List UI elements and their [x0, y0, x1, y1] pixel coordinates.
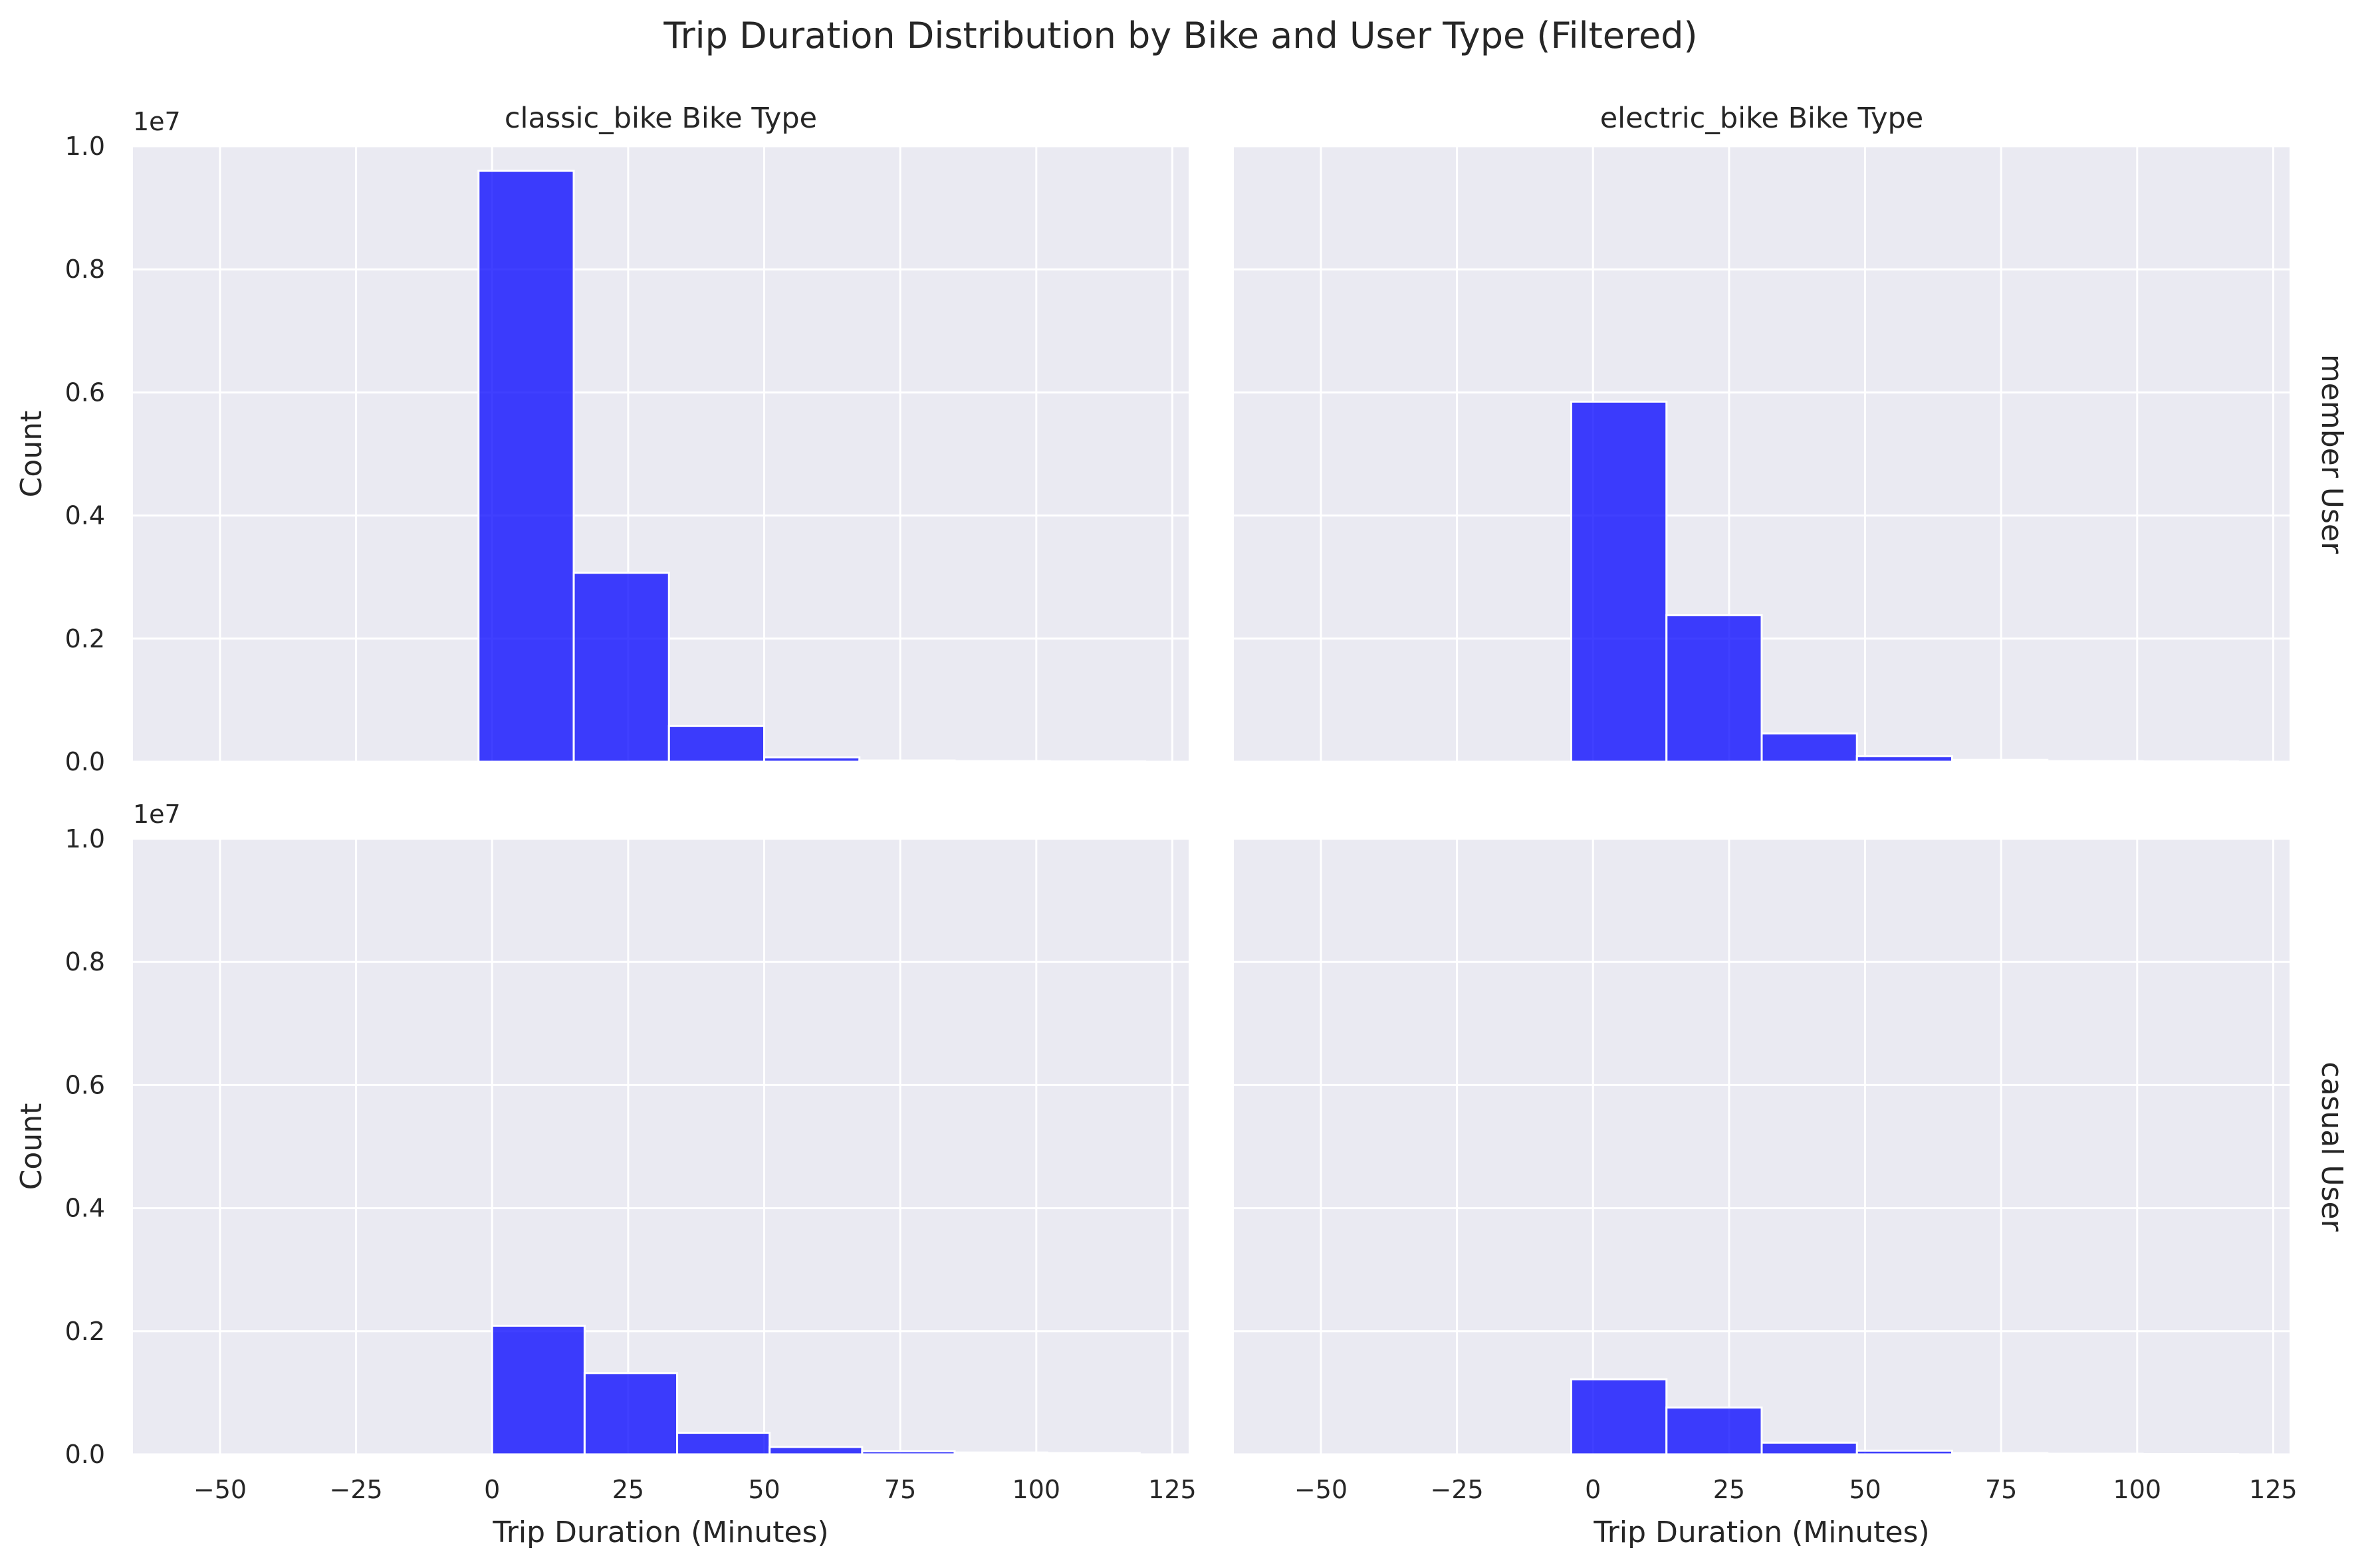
facet-panels: 0.0 0.2 0.4 0.6 0.8 1.0 1e7 Count classic_bike B…: [15, 102, 2349, 1549]
histogram-bar: [667, 725, 766, 763]
histogram-bar: [861, 1450, 956, 1456]
x-axis-label: Trip Duration (Minutes): [492, 1515, 828, 1549]
y-tick-label: 0.2: [65, 624, 105, 653]
histogram-bar: [1665, 1406, 1763, 1456]
x-tick-label: 25: [612, 1475, 644, 1504]
x-tick-label: 100: [2113, 1475, 2162, 1504]
y-axis-label: Count: [15, 411, 49, 498]
histogram-bar: [1950, 758, 2049, 763]
x-tick-label: 125: [1148, 1475, 1197, 1504]
plot-background: [133, 839, 1189, 1454]
x-tick-label: 25: [1713, 1475, 1745, 1504]
histogram-bar: [1570, 400, 1668, 763]
histogram-bar: [953, 760, 1051, 763]
plot-background: [1234, 839, 2290, 1454]
y-offset-label: 1e7: [133, 107, 181, 136]
y-tick-label: 0.0: [65, 1440, 105, 1469]
y-offset-label: 1e7: [133, 800, 181, 829]
histogram-bar: [1046, 1452, 1141, 1456]
y-tick-label: 1.0: [65, 132, 105, 161]
x-tick-label: 125: [2249, 1475, 2298, 1504]
histogram-bar: [1950, 1452, 2049, 1456]
facet-panel: 0.0 0.2 0.4 0.6 0.8 1.0 1e7 Count −50 −25 0 25 50 75 1…: [15, 800, 1197, 1549]
x-tick-label: −25: [330, 1475, 383, 1504]
histogram-bar: [491, 1324, 586, 1456]
x-tick-label: 75: [1985, 1475, 2017, 1504]
x-tick-label: 0: [484, 1475, 500, 1504]
histogram-bar: [953, 1451, 1048, 1456]
facet-panel: casual User −50 −25 0 25 50 75 100 125 Trip Durat…: [1234, 838, 2349, 1549]
x-tick-label: 100: [1012, 1475, 1061, 1504]
histogram-bar: [2046, 760, 2144, 763]
y-tick-label: 0.8: [65, 947, 105, 976]
y-tick-label: 1.0: [65, 824, 105, 853]
histogram-bar: [572, 572, 670, 763]
figure-title: Trip Duration Distribution by Bike and U…: [663, 15, 1697, 56]
histogram-bar: [1855, 755, 1953, 763]
histogram-bar: [676, 1432, 771, 1456]
x-tick-label: 75: [884, 1475, 916, 1504]
histogram-bar: [583, 1372, 679, 1456]
y-tick-label: 0.8: [65, 255, 105, 284]
row-label: member User: [2315, 354, 2349, 554]
histogram-bar: [1760, 732, 1858, 763]
y-tick-label: 0.0: [65, 747, 105, 776]
x-axis-label: Trip Duration (Minutes): [1593, 1515, 1929, 1549]
y-axis-label: Count: [15, 1103, 49, 1190]
x-tick-label: −50: [193, 1475, 247, 1504]
x-tick-label: 50: [748, 1475, 780, 1504]
column-title: classic_bike Bike Type: [505, 102, 817, 135]
x-tick-label: 50: [1849, 1475, 1881, 1504]
facet-panel: 0.0 0.2 0.4 0.6 0.8 1.0 1e7 Count classic_bike B…: [15, 102, 1189, 776]
histogram-bar: [1665, 614, 1763, 763]
column-title: electric_bike Bike Type: [1600, 102, 1924, 135]
x-tick-label: −50: [1294, 1475, 1348, 1504]
histogram-bar: [1760, 1441, 1858, 1456]
x-tick-label: 0: [1585, 1475, 1601, 1504]
histogram-bar: [1855, 1449, 1953, 1456]
y-tick-label: 0.4: [65, 501, 105, 530]
histogram-bar: [477, 169, 575, 763]
histogram-bar: [768, 1446, 864, 1456]
y-tick-label: 0.6: [65, 378, 105, 407]
histogram-bar: [858, 759, 956, 763]
histogram-bar: [763, 756, 861, 763]
histogram-bar: [1570, 1378, 1668, 1456]
y-tick-label: 0.4: [65, 1194, 105, 1223]
facet-panel: electric_bike Bike Type member User: [1234, 102, 2349, 763]
x-tick-label: −25: [1431, 1475, 1484, 1504]
row-label: casual User: [2315, 1062, 2349, 1232]
y-tick-label: 0.6: [65, 1070, 105, 1099]
y-tick-label: 0.2: [65, 1317, 105, 1346]
